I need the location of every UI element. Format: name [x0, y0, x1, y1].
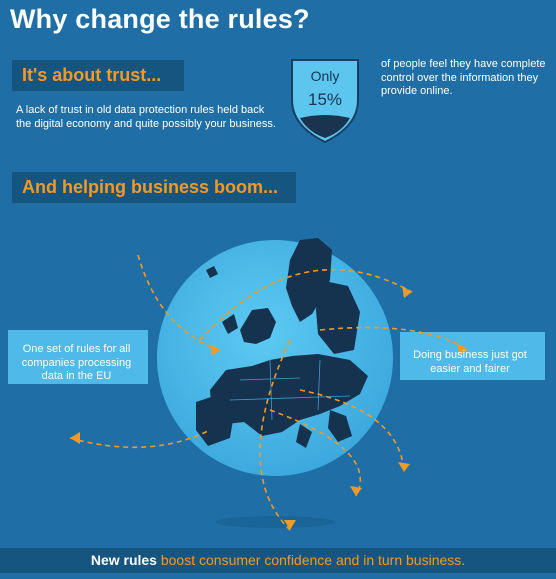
stat-value: 15%	[307, 90, 343, 109]
page-title: Why change the rules?	[10, 4, 310, 34]
left-caption: One set of rules for all companies proce…	[21, 343, 132, 382]
right-caption: Doing business just got easier and faire…	[413, 349, 527, 375]
shield-icon	[291, 59, 359, 144]
footer-bold: New rules	[90, 552, 157, 568]
arrow-heads	[70, 286, 468, 530]
globe-shadow	[215, 516, 335, 528]
globe	[157, 240, 393, 476]
stat-text: of people feel they have complete contro…	[381, 58, 546, 97]
europe-globe-illustration	[8, 238, 545, 531]
trust-text: A lack of trust in old data protection r…	[16, 104, 276, 130]
stat-label: Only	[310, 68, 340, 84]
europe-map	[196, 238, 368, 448]
footer-banner: New rules boost consumer confidence and …	[0, 548, 556, 573]
boom-heading: And helping business boom...	[12, 172, 296, 203]
trust-heading: It's about trust...	[12, 60, 184, 91]
footer-rest: boost consumer confidence and in turn bu…	[156, 552, 466, 568]
flow-arrows	[69, 254, 469, 531]
right-caption-box	[400, 332, 545, 380]
left-caption-box	[8, 330, 148, 384]
